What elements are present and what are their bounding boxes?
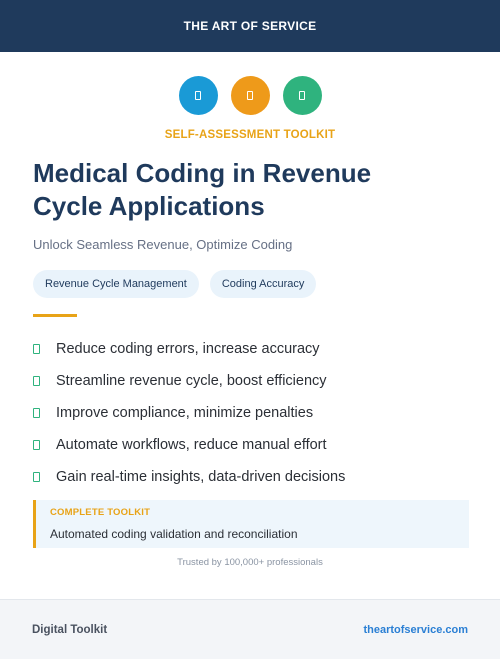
accent-divider [33, 314, 77, 317]
benefit-list: Reduce coding errors, increase accuracy … [33, 333, 345, 493]
check-icon [33, 440, 40, 450]
subtitle: Unlock Seamless Revenue, Optimize Coding [33, 237, 293, 252]
check-icon [33, 344, 40, 354]
title-line-2: Cycle Applications [33, 191, 265, 221]
benefit-text: Streamline revenue cycle, boost efficien… [56, 373, 327, 389]
document-icon [282, 76, 322, 115]
brand-name: THE ART OF SERVICE [183, 19, 317, 33]
tag-chip: Coding Accuracy [209, 270, 317, 298]
page-title: Medical Coding in Revenue Cycle Applicat… [33, 157, 473, 223]
website-link[interactable]: theartofservice.com [363, 623, 468, 636]
list-item: Automate workflows, reduce manual effort [33, 429, 345, 461]
check-icon [33, 472, 40, 482]
benefit-text: Gain real-time insights, data-driven dec… [56, 469, 346, 485]
footer: Digital Toolkit theartofservice.com [0, 599, 500, 659]
toolkit-callout: COMPLETE TOOLKIT Automated coding valida… [33, 500, 469, 548]
list-item: Streamline revenue cycle, boost efficien… [33, 365, 345, 397]
benefit-text: Automate workflows, reduce manual effort [56, 437, 327, 453]
benefit-text: Improve compliance, minimize penalties [56, 405, 314, 421]
list-item: Reduce coding errors, increase accuracy [33, 333, 345, 365]
check-icon [33, 376, 40, 386]
trust-note: Trusted by 100,000+ professionals [177, 557, 323, 568]
tag-chip: Revenue Cycle Management [33, 270, 199, 298]
tag-chips: Revenue Cycle Management Coding Accuracy [33, 270, 317, 298]
document-icon [230, 76, 270, 115]
benefit-text: Reduce coding errors, increase accuracy [56, 341, 320, 357]
check-icon [33, 408, 40, 418]
list-item: Gain real-time insights, data-driven dec… [33, 461, 345, 493]
list-item: Improve compliance, minimize penalties [33, 397, 345, 429]
title-line-1: Medical Coding in Revenue [33, 158, 372, 188]
callout-text: Automated coding validation and reconcil… [50, 527, 298, 541]
callout-label: COMPLETE TOOLKIT [50, 507, 151, 518]
toolkit-kicker: SELF-ASSESSMENT TOOLKIT [164, 129, 336, 141]
top-banner: THE ART OF SERVICE [0, 0, 500, 52]
footer-label: Digital Toolkit [32, 623, 108, 636]
document-icon [178, 76, 218, 115]
icon-row [0, 76, 500, 115]
